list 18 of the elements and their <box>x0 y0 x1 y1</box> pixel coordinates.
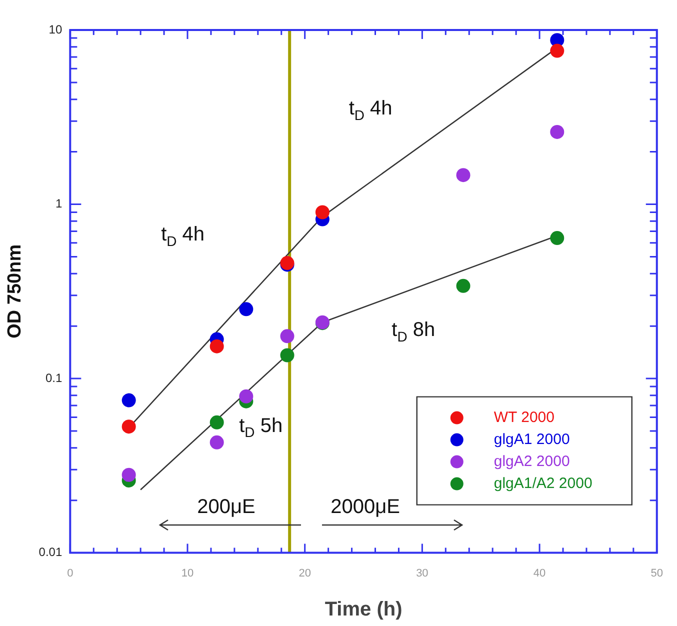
x-tick-label: 30 <box>416 567 428 580</box>
x-tick-label: 20 <box>298 567 311 580</box>
annotation: 2000μE <box>330 496 400 518</box>
y-tick-label: 0.1 <box>45 370 62 385</box>
y-axis-title: OD 750nm <box>4 244 26 338</box>
legend-label: glgA1 2000 <box>494 430 570 448</box>
x-tick-label: 10 <box>181 567 194 580</box>
x-tick-label: 0 <box>67 567 74 580</box>
y-tick-label: 0.01 <box>38 545 62 560</box>
x-tick-label: 50 <box>650 567 664 580</box>
x-axis-title: Time (h) <box>324 598 402 621</box>
legend-label: glgA1/A2 2000 <box>494 474 592 492</box>
y-tick-label: 1 <box>55 196 62 211</box>
y-tick-label: 10 <box>48 22 62 36</box>
legend-label: glgA2 2000 <box>494 452 570 470</box>
annotation: 200μE <box>197 496 256 518</box>
x-tick-label: 40 <box>533 567 546 580</box>
legend-label: WT 2000 <box>494 408 554 426</box>
